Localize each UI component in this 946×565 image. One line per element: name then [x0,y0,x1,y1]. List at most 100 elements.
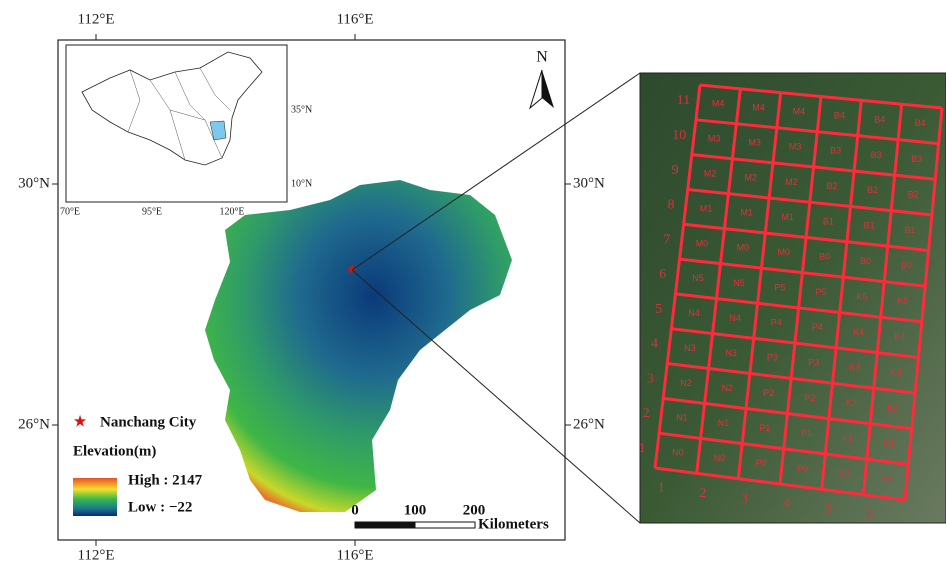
cell-label: B1 [864,221,875,231]
inset-lat: 10°N [291,178,312,189]
city-star: ★ [346,263,359,278]
cell-label: P1 [801,428,812,438]
cell-label: K5 [897,296,908,306]
cell-label: B2 [826,181,837,191]
cell-label: B2 [908,189,919,199]
cell-label: K3 [849,362,860,372]
color-bar [73,478,117,516]
column-label: 3 [741,491,748,506]
north-label: N [536,49,548,66]
cell-label: M0 [737,243,750,253]
cell-label: N0 [672,448,684,458]
cell-label: M2 [704,169,717,179]
cell-label: B3 [871,150,882,160]
cell-label: M4 [752,103,765,113]
column-label: 4 [783,497,790,512]
cell-label: M0 [696,238,709,248]
cell-label: M3 [748,138,761,148]
inset-lat: 35°N [291,104,312,115]
cell-label: B4 [915,118,926,128]
cell-label: K3 [891,367,902,377]
row-label: 3 [647,371,654,386]
legend-city: Nanchang City [100,414,197,430]
row-label: 6 [659,267,666,282]
lon-label: 112°E [77,11,114,27]
cell-label: P5 [815,287,826,297]
cell-label: N3 [725,348,737,358]
scale-unit: Kilometers [478,516,549,532]
cell-label: N1 [676,413,688,423]
row-label: 7 [663,232,670,247]
scale-bar [415,522,475,528]
legend-low: Low : −22 [128,499,192,515]
cell-label: B2 [867,185,878,195]
cell-label: M1 [741,208,754,218]
cell-label: K1 [884,438,895,448]
legend-high: High : 2147 [128,472,203,488]
row-label: 10 [672,128,686,143]
figure: 112°E 116°E 112°E 116°E 30°N 26°N 30°N 2… [0,0,946,565]
lat-label: 30°N [18,175,50,191]
cell-label: N4 [688,308,700,318]
cell-label: P2 [804,393,815,403]
column-label: 2 [699,486,706,501]
cell-label: B0 [901,261,912,271]
cell-label: N2 [680,378,692,388]
lon-label: 116°E [336,547,373,563]
cell-label: N1 [718,418,730,428]
cell-label: B4 [834,110,845,120]
lat-label: 26°N [18,416,50,432]
cell-label: K1 [842,433,853,443]
cell-label: N2 [722,383,734,393]
cell-label: N5 [733,278,745,288]
cell-label: B1 [823,216,834,226]
inset-lon: 95°E [142,206,162,217]
cell-label: M2 [785,177,798,187]
column-label: 5 [825,502,832,517]
cell-label: P4 [812,322,823,332]
cell-label: P0 [756,458,767,468]
lat-label: 26°N [573,416,605,432]
cell-label: P3 [767,353,778,363]
inset-lon: 70°E [60,206,80,217]
row-label: 8 [668,198,675,213]
cell-label: M1 [781,212,794,222]
cell-label: B0 [860,256,871,266]
legend-star: ★ [73,414,87,431]
cell-label: K4 [853,327,864,337]
scale-tick: 100 [404,502,427,518]
cell-label: N3 [684,343,696,353]
row-label: 11 [677,93,690,108]
column-label: 6 [866,507,873,522]
legend-title: Elevation(m) [73,443,156,459]
lon-label: 116°E [336,11,373,27]
cell-label: M3 [789,142,802,152]
cell-label: B4 [874,114,885,124]
cell-label: P4 [771,317,782,327]
scale-tick: 0 [351,502,359,518]
inset-lon: 120°E [219,206,244,217]
cell-label: K0 [839,469,850,479]
cell-label: N5 [692,273,704,283]
cell-label: B3 [830,146,841,156]
cell-label: K2 [846,398,857,408]
column-label: 1 [658,480,665,495]
cell-label: M1 [700,203,713,213]
cell-label: K0 [880,474,891,484]
row-label: 4 [651,337,658,352]
cell-label: B3 [911,154,922,164]
row-label: 5 [655,302,662,317]
cell-label: P2 [763,388,774,398]
cell-label: K2 [887,403,898,413]
cell-label: P5 [774,282,785,292]
cell-label: K5 [856,292,867,302]
cell-label: M4 [712,99,725,109]
cell-label: N0 [714,453,726,463]
cell-label: N4 [729,313,741,323]
row-label: 2 [643,406,650,421]
row-label: 1 [639,441,646,456]
cell-label: K4 [894,332,905,342]
cell-label: M3 [708,134,721,144]
cell-label: M2 [744,173,757,183]
lon-label: 112°E [77,547,114,563]
